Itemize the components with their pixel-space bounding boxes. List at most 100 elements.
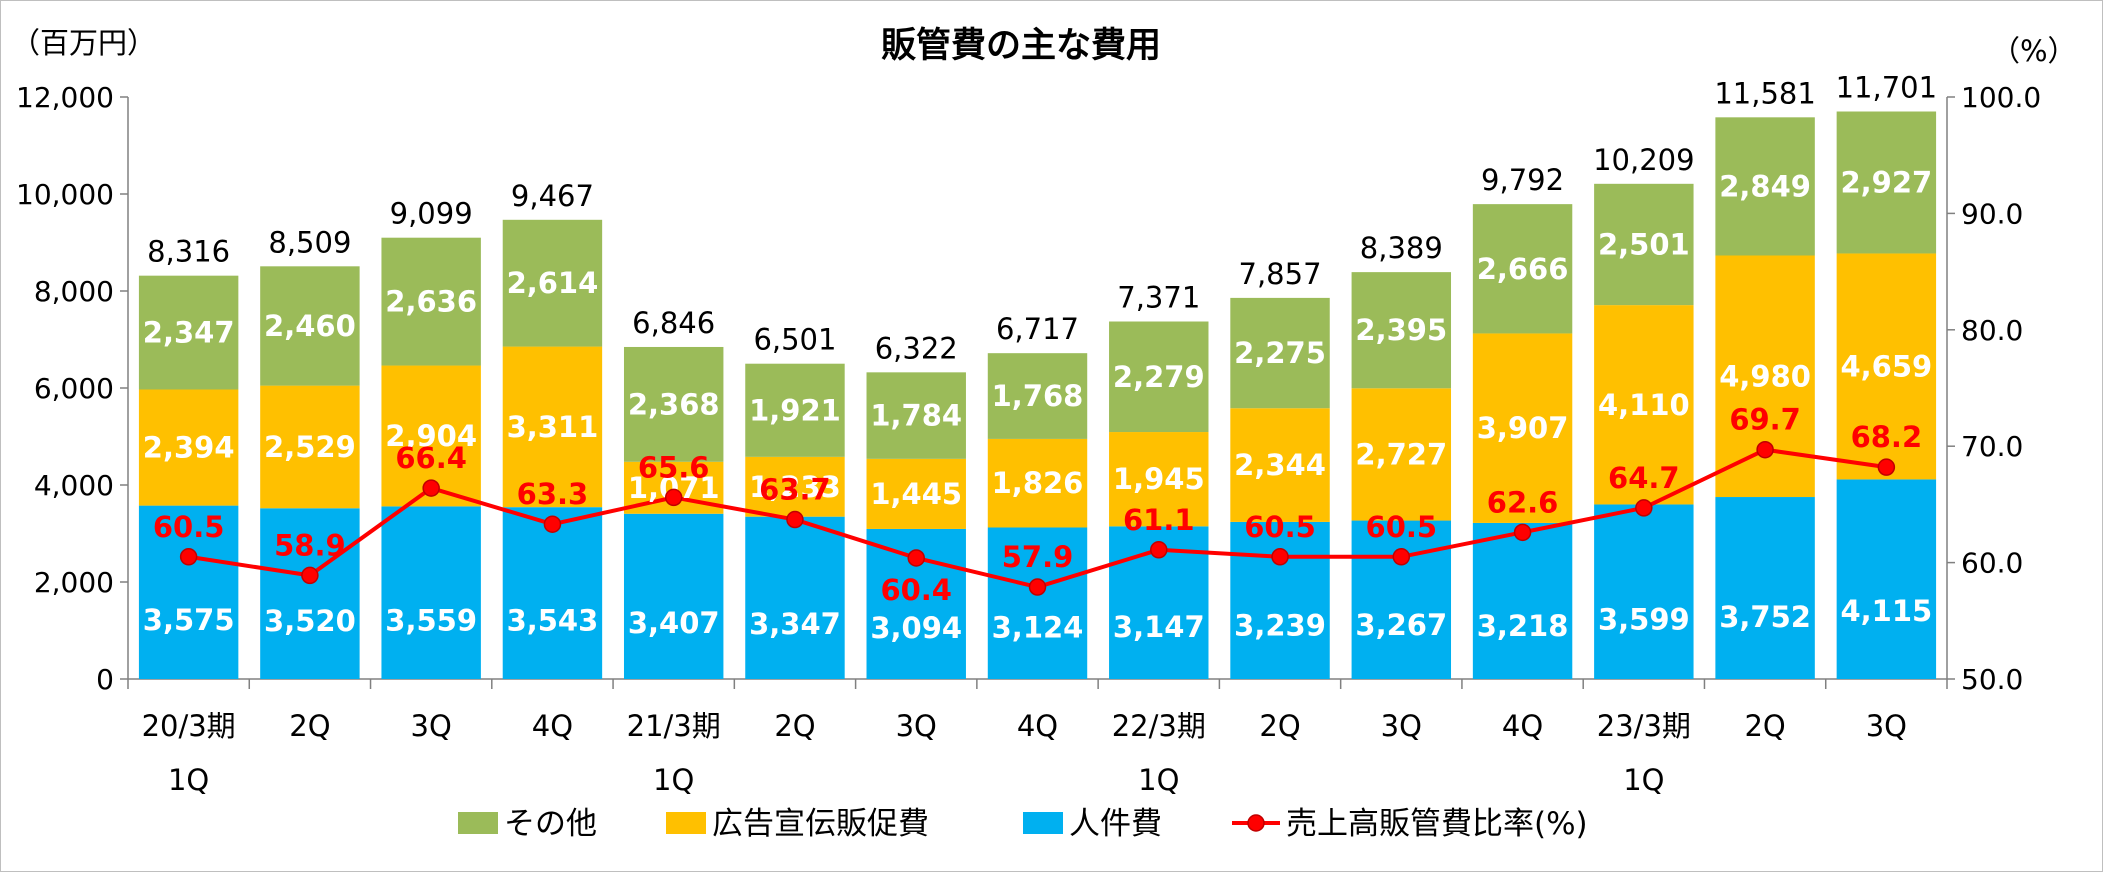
left-axis-unit: （百万円）: [11, 26, 156, 60]
category-label: 2Q: [1259, 709, 1300, 743]
total-value-label: 11,701: [1836, 71, 1937, 105]
ratio-point: [1635, 499, 1653, 517]
bar-segment-2: [1594, 305, 1694, 505]
bar-segment-3: [1715, 117, 1815, 256]
category-label: 2Q: [774, 709, 815, 743]
left-tick-label: 4,000: [34, 469, 114, 502]
segment-value-label: 1,945: [1113, 462, 1205, 496]
segment-value-label: 2,368: [628, 387, 720, 421]
segment-value-label: 2,501: [1598, 227, 1690, 261]
total-value-label: 9,467: [511, 179, 594, 213]
bar-segment-2: [987, 438, 1088, 528]
bar-segment-3: [1351, 272, 1452, 389]
segment-value-label: 4,110: [1598, 388, 1690, 422]
legend-label: 広告宣伝販促費: [712, 806, 929, 842]
segment-value-label: 2,395: [1355, 313, 1447, 347]
category-label: 4Q: [532, 709, 573, 743]
bar-segment-3: [866, 372, 966, 459]
total-value-label: 6,322: [875, 331, 958, 365]
ratio-point: [179, 548, 198, 566]
segment-value-label: 1,826: [992, 466, 1084, 500]
ratio-point: [543, 515, 562, 533]
segment-value-label: 2,529: [264, 430, 356, 464]
segment-value-label: 3,559: [385, 603, 477, 637]
bar-segment-1: [1836, 479, 1937, 679]
bar-segment-2: [1109, 432, 1209, 527]
bar-segment-1: [1472, 522, 1573, 679]
legend-label: その他: [504, 806, 597, 842]
chart-title: 販管費の主な費用: [881, 26, 1161, 66]
total-value-label: 6,501: [753, 323, 836, 357]
right-tick-label: 60.0: [1961, 547, 2023, 580]
segment-value-label: 2,614: [507, 266, 599, 300]
legend-label: 人件費: [1069, 806, 1162, 842]
ratio-value-label: 63.7: [759, 473, 831, 507]
bar-segment-3: [1836, 111, 1937, 254]
category-label: 4Q: [1017, 709, 1058, 743]
segment-value-label: 3,599: [1598, 603, 1690, 637]
bar-segment-1: [138, 505, 239, 679]
category-label: 1Q: [1623, 763, 1664, 797]
category-label: 22/3期: [1112, 709, 1206, 743]
segment-value-label: 3,907: [1477, 411, 1569, 445]
total-value-label: 8,509: [268, 225, 351, 259]
right-tick-label: 70.0: [1961, 430, 2023, 463]
ratio-value-label: 60.5: [1366, 510, 1438, 544]
segment-value-label: 3,267: [1355, 608, 1447, 642]
ratio-point: [907, 549, 925, 567]
bar-segment-2: [1836, 253, 1937, 480]
ratio-value-label: 69.7: [1729, 403, 1801, 437]
ratio-value-label: 62.6: [1487, 485, 1559, 519]
plot-area: 0 2,000 4,000 6,000 8,000 10,000 12,000 50.0 60.…: [16, 71, 2041, 797]
bar-segment-2: [138, 389, 239, 506]
ratio-point: [1028, 578, 1047, 596]
ratio-point: [1392, 548, 1411, 566]
bar-segment-2: [502, 346, 603, 508]
category-label: 2Q: [1744, 709, 1785, 743]
category-label: 3Q: [1381, 709, 1422, 743]
segment-value-label: 3,311: [507, 410, 599, 444]
bar-segment-1: [1594, 504, 1694, 679]
ratio-value-label: 63.3: [517, 477, 589, 511]
legend-swatch: [666, 812, 706, 834]
segment-value-label: 1,768: [992, 379, 1084, 413]
ratio-value-label: 64.7: [1608, 461, 1680, 495]
ratio-point: [301, 566, 319, 585]
category-label: 3Q: [1866, 709, 1907, 743]
legend-swatch: [1023, 812, 1063, 834]
segment-value-label: 4,980: [1719, 359, 1811, 393]
legend-label: 売上高販管費比率(%): [1286, 806, 1588, 842]
left-tick-label: 10,000: [16, 178, 114, 211]
total-value-label: 11,581: [1714, 76, 1815, 110]
bar-segment-3: [1230, 297, 1330, 409]
right-tick-label: 100.0: [1961, 81, 2041, 114]
right-tick-label: 80.0: [1961, 314, 2023, 347]
bar-segment-3: [502, 219, 603, 347]
ratio-point: [664, 488, 683, 507]
bar-segment-3: [745, 363, 845, 457]
total-value-label: 7,371: [1117, 281, 1200, 315]
ratio-value-label: 58.9: [274, 528, 346, 562]
bar-segment-3: [1109, 321, 1209, 433]
segment-value-label: 2,727: [1355, 437, 1447, 471]
total-value-label: 6,846: [632, 306, 715, 340]
ratio-point: [786, 510, 804, 529]
total-value-label: 8,316: [147, 235, 230, 269]
bar-segment-3: [381, 237, 481, 366]
bar-segment-2: [745, 456, 845, 517]
segment-value-label: 1,445: [870, 477, 962, 511]
segment-value-label: 3,347: [749, 607, 841, 641]
segment-value-label: 2,927: [1840, 165, 1932, 199]
ratio-value-label: 57.9: [1002, 540, 1074, 574]
segment-value-label: 3,520: [264, 604, 356, 638]
category-label: 3Q: [896, 709, 937, 743]
bar-segment-3: [1472, 204, 1573, 334]
bar-segment-1: [260, 508, 360, 679]
right-tick-label: 50.0: [1961, 663, 2023, 696]
left-tick-label: 8,000: [34, 275, 114, 308]
ratio-point: [1271, 548, 1289, 566]
ratio-point: [422, 479, 440, 497]
bar-segment-1: [1230, 521, 1330, 679]
